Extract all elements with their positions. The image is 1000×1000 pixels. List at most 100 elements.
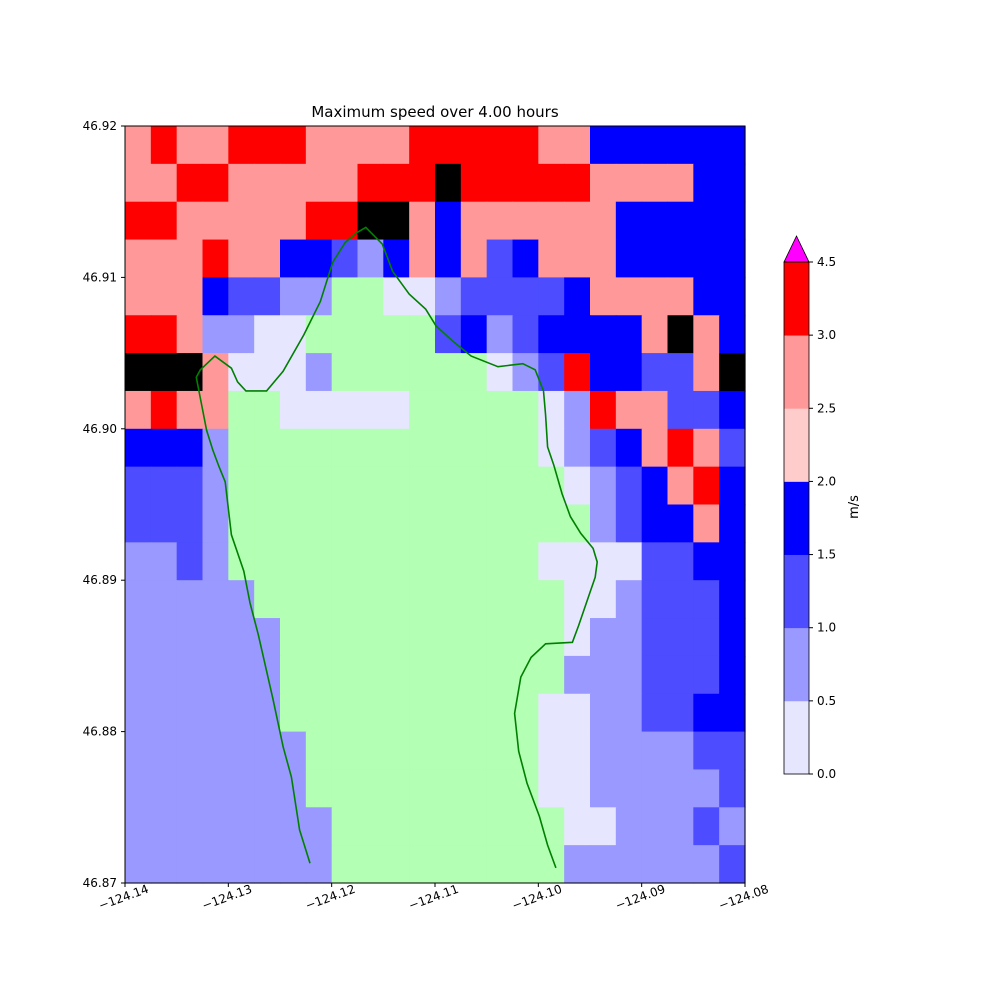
heatmap-cell [564, 580, 591, 619]
heatmap-cell [150, 580, 178, 619]
heatmap-cell [331, 466, 359, 506]
heatmap-cell [538, 618, 565, 657]
heatmap-cell [693, 390, 720, 430]
heatmap-cell [383, 277, 410, 316]
heatmap-cell [305, 618, 333, 657]
heatmap-cell [383, 126, 410, 165]
heatmap-cell [512, 618, 539, 657]
heatmap-cell [641, 201, 669, 241]
heatmap-cell [254, 390, 281, 430]
heatmap-cell [383, 731, 410, 771]
heatmap-cell [615, 580, 643, 619]
heatmap-cell [150, 277, 178, 316]
heatmap-cell [125, 277, 152, 316]
heatmap-cell [667, 390, 694, 430]
heatmap-cell [538, 466, 565, 506]
heatmap-cell [435, 163, 462, 203]
heatmap-cell [150, 542, 178, 581]
heatmap-cell [228, 542, 255, 581]
heatmap-cell [641, 428, 669, 468]
heatmap-cell [280, 693, 307, 733]
heatmap-cell [719, 580, 746, 619]
heatmap-cell [357, 239, 384, 278]
heatmap-cell [641, 580, 669, 619]
y-axis: 46.87 46.88 46.89 46.90 46.91 46.92 [83, 119, 125, 890]
heatmap-cell [150, 618, 178, 657]
heatmap-cell [641, 731, 669, 771]
heatmap-cell [719, 353, 746, 392]
colorbar-segment [784, 554, 809, 629]
heatmap-cell [590, 504, 617, 543]
heatmap-cell [641, 277, 669, 316]
heatmap-cell [331, 353, 359, 392]
heatmap-cell [486, 618, 514, 657]
heatmap-cell [667, 239, 694, 278]
heatmap-cell [254, 163, 281, 203]
heatmap-cell [615, 315, 643, 354]
heatmap-cell [564, 618, 591, 657]
heatmap-cell [331, 315, 359, 354]
heatmap-cell [305, 504, 333, 543]
heatmap-cell [254, 239, 281, 278]
heatmap-cell [150, 353, 178, 392]
heatmap-cell [125, 542, 152, 581]
colorbar-segment [784, 700, 809, 775]
heatmap-cell [409, 655, 436, 695]
heatmap-cell [176, 655, 204, 695]
heatmap-cell [280, 353, 307, 392]
heatmap-cell [357, 731, 384, 771]
heatmap-cell [460, 277, 488, 316]
heatmap-cell [486, 466, 514, 506]
x-tick-label: −124.12 [303, 882, 357, 913]
heatmap-cell [512, 504, 539, 543]
heatmap-cell [615, 428, 643, 468]
heatmap-cell [667, 580, 694, 619]
heatmap-cell [357, 163, 384, 203]
heatmap-cell [435, 542, 462, 581]
heatmap-cell [305, 201, 333, 241]
heatmap-cell [641, 693, 669, 733]
heatmap-cell [460, 845, 488, 884]
heatmap-cell [176, 693, 204, 733]
heatmap-cell [512, 201, 539, 241]
heatmap-cell [228, 769, 255, 808]
heatmap-cell [228, 693, 255, 733]
heatmap-cell [150, 504, 178, 543]
heatmap-cell [615, 353, 643, 392]
heatmap-cell [435, 239, 462, 278]
heatmap-cell [409, 542, 436, 581]
heatmap-cell [409, 466, 436, 506]
heatmap-cell [590, 353, 617, 392]
colorbar-segment [784, 408, 809, 482]
heatmap-cell [564, 807, 591, 846]
heatmap-cell [202, 542, 229, 581]
heatmap-cell [538, 845, 565, 884]
heatmap-cell [409, 201, 436, 241]
heatmap-cell [538, 277, 565, 316]
heatmap-cell [435, 693, 462, 733]
shoreline-line [195, 226, 599, 869]
x-tick-label: −124.10 [510, 882, 564, 913]
heatmap-cell [305, 807, 333, 846]
heatmap-cell [331, 126, 359, 165]
heatmap-cell [176, 390, 204, 430]
heatmap-cell [590, 201, 617, 241]
heatmap-cell [331, 504, 359, 543]
heatmap-cell [254, 466, 281, 506]
heatmap-cell [357, 315, 384, 354]
heatmap-cell [305, 428, 333, 468]
heatmap-cell [228, 277, 255, 316]
heatmap-cell [176, 769, 204, 808]
heatmap-cell [693, 542, 720, 581]
heatmap-cell [150, 201, 178, 241]
heatmap-cell [693, 315, 720, 354]
heatmap-cell [538, 580, 565, 619]
heatmap-cell [125, 504, 152, 543]
heatmap-cell [486, 504, 514, 543]
heatmap-cell [615, 466, 643, 506]
heatmap-cell [150, 428, 178, 468]
heatmap-cell [693, 239, 720, 278]
heatmap-cell [150, 731, 178, 771]
heatmap-cell [125, 845, 152, 884]
heatmap-cell [383, 390, 410, 430]
